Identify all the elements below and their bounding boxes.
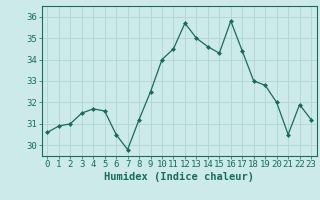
X-axis label: Humidex (Indice chaleur): Humidex (Indice chaleur) <box>104 172 254 182</box>
